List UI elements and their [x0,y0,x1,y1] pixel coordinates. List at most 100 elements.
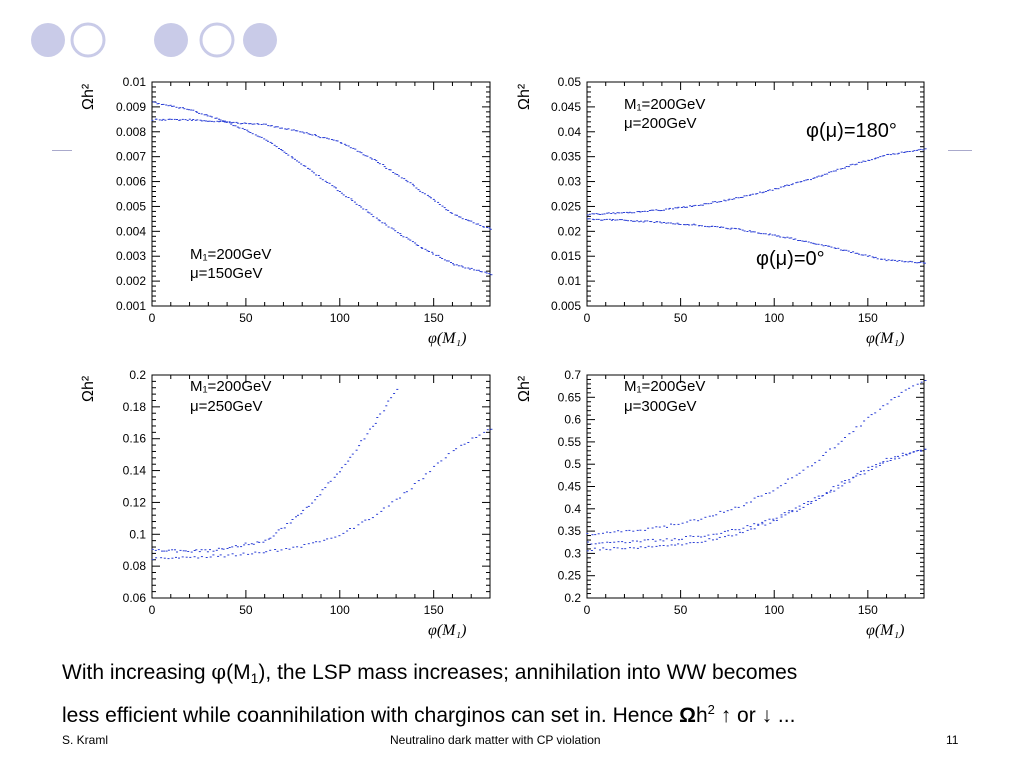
data-point [849,164,852,166]
data-point [726,510,729,512]
data-point [663,209,665,211]
data-point [784,482,787,484]
data-point [262,123,265,125]
data-point [369,157,372,159]
data-point [677,523,680,525]
data-point [803,240,806,242]
data-point [708,226,711,228]
x-tick-label: 100 [330,311,350,325]
data-point [336,473,338,475]
data-point [864,254,867,256]
data-point [811,465,813,467]
data-point [780,514,783,516]
data-point [681,538,683,540]
data-point [873,158,876,160]
data-point [794,507,797,509]
caption-text: With increasing [62,661,212,684]
data-point [362,208,365,210]
data-point [735,197,738,199]
data-point [650,221,653,223]
data-point [452,263,454,265]
data-point [855,475,858,477]
x-tick-label: 100 [330,603,350,617]
data-point [761,523,764,525]
data-point [324,180,327,182]
data-point [798,505,801,507]
data-point [672,208,674,210]
data-point [689,542,692,544]
data-point [739,531,741,533]
data-point [300,513,303,515]
data-point [315,135,318,137]
y-tick-label: 0.4 [564,502,581,516]
x-tick-label: 150 [424,603,444,617]
data-point [909,260,912,262]
data-point [706,226,709,228]
data-point [665,538,668,540]
data-point [821,174,824,176]
data-point [188,109,190,111]
data-point [290,129,293,131]
data-point [889,460,892,461]
data-point [424,248,427,250]
y-tick-label: 0.005 [116,199,146,213]
data-point [209,115,212,117]
data-point [285,153,288,154]
data-point [718,201,721,203]
data-point [860,470,862,472]
data-point [723,199,726,201]
data-point [309,133,312,135]
data-point [391,501,394,503]
data-point [692,536,695,537]
data-point [411,241,414,243]
series-1 [151,118,492,230]
data-point [738,529,741,531]
data-point [643,539,646,541]
data-point [322,137,325,139]
y-tick-label: 0.6 [564,413,581,427]
data-point [750,528,753,530]
data-point [692,542,695,543]
data-point [657,209,660,211]
data-point [400,177,403,179]
caption-superscript: 2 [707,702,715,717]
data-point [892,153,895,155]
data-point [178,107,181,109]
data-point [806,503,809,505]
data-point [353,201,356,203]
data-point [851,163,854,165]
data-point [344,463,347,465]
data-point [731,529,733,530]
data-point [372,216,375,218]
data-point [297,514,299,516]
data-point [919,261,922,263]
data-point [728,198,731,200]
data-point [307,543,310,545]
data-point [193,550,196,551]
data-point [810,502,813,504]
series-2 [587,218,926,264]
data-point [620,219,623,221]
data-point [794,238,797,240]
data-point [158,119,161,121]
data-point [219,119,222,121]
data-point [383,222,386,224]
data-point [403,178,406,180]
data-point [291,157,294,159]
data-point [193,556,196,558]
data-point [407,238,410,240]
data-point [593,213,595,215]
data-point [357,524,360,526]
data-point [165,104,168,106]
data-point [467,267,470,269]
data-point [916,383,919,385]
data-point [623,212,625,213]
data-point [894,456,897,458]
data-point [394,173,397,175]
data-point [431,251,434,253]
data-point [659,539,662,541]
data-point [923,262,926,264]
data-point [591,534,594,536]
data-point [871,468,873,470]
data-point [714,226,717,227]
